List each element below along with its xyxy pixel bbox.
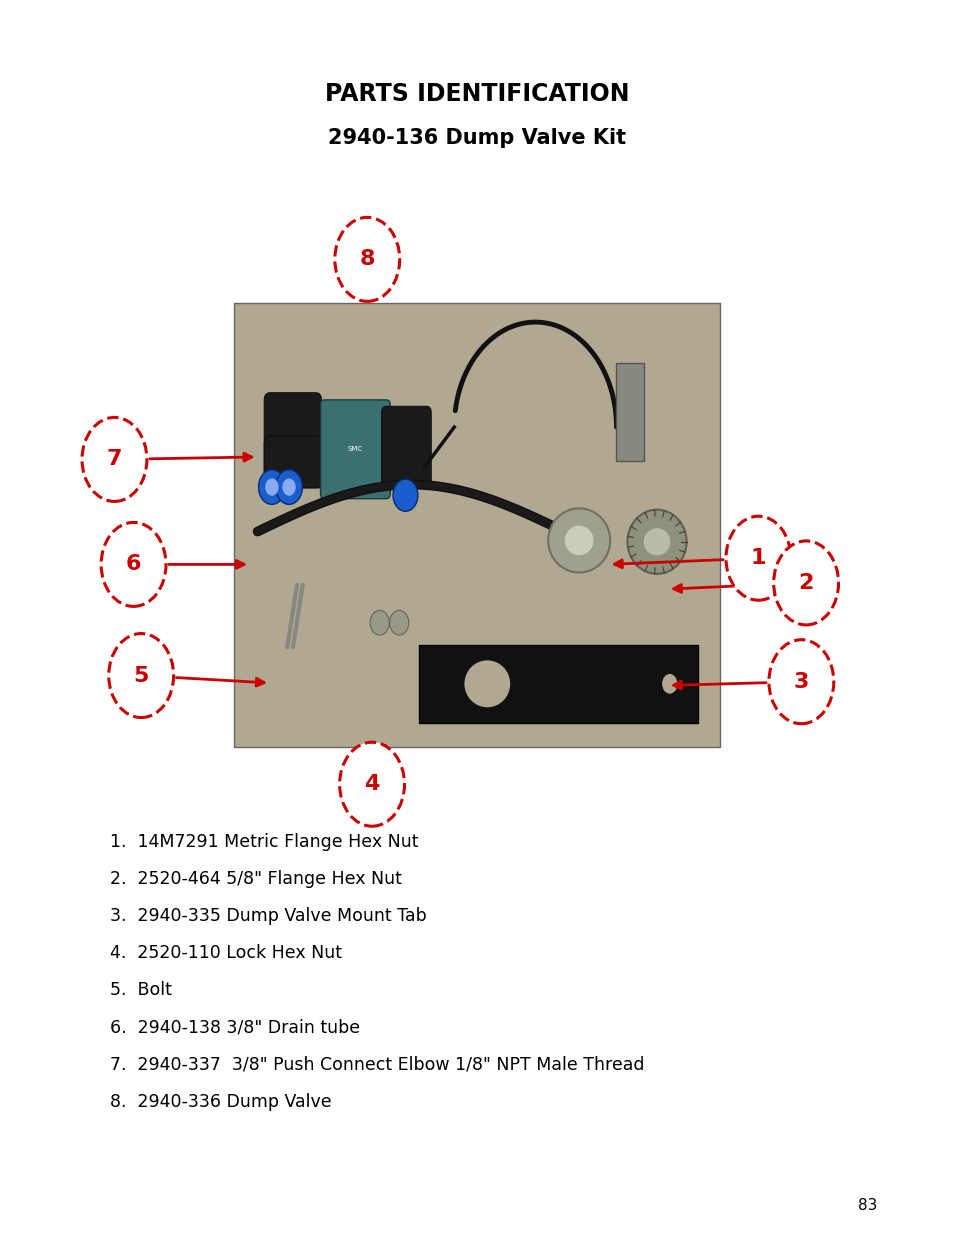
Text: PARTS IDENTIFICATION: PARTS IDENTIFICATION (324, 82, 629, 106)
Text: 2.  2520-464 5/8" Flange Hex Nut: 2. 2520-464 5/8" Flange Hex Nut (110, 871, 401, 888)
Text: 1: 1 (750, 548, 765, 568)
Circle shape (265, 478, 278, 495)
Bar (233, 303, 720, 747)
Ellipse shape (564, 526, 593, 556)
Text: 7.  2940-337  3/8" Push Connect Elbow 1/8" NPT Male Thread: 7. 2940-337 3/8" Push Connect Elbow 1/8"… (110, 1056, 643, 1073)
Circle shape (768, 640, 833, 724)
Circle shape (82, 417, 147, 501)
Circle shape (101, 522, 166, 606)
Text: 4.  2520-110 Lock Hex Nut: 4. 2520-110 Lock Hex Nut (110, 945, 341, 962)
Text: 5.  Bolt: 5. Bolt (110, 982, 172, 999)
Ellipse shape (464, 661, 510, 708)
Text: 6: 6 (126, 555, 141, 574)
Circle shape (282, 478, 295, 495)
Circle shape (393, 479, 417, 511)
Circle shape (725, 516, 790, 600)
Text: 7: 7 (107, 450, 122, 469)
Text: 4: 4 (364, 774, 379, 794)
Text: 5: 5 (133, 666, 149, 685)
Circle shape (275, 469, 302, 504)
Circle shape (109, 634, 173, 718)
Circle shape (335, 217, 399, 301)
Text: 3: 3 (793, 672, 808, 692)
Ellipse shape (643, 529, 670, 556)
Circle shape (258, 469, 285, 504)
FancyBboxPatch shape (616, 363, 643, 461)
Text: 1.  14M7291 Metric Flange Hex Nut: 1. 14M7291 Metric Flange Hex Nut (110, 834, 417, 851)
FancyBboxPatch shape (381, 406, 431, 487)
Circle shape (370, 610, 389, 635)
FancyBboxPatch shape (264, 393, 321, 488)
Text: 8: 8 (359, 249, 375, 269)
Bar (418, 645, 698, 722)
Text: 8.  2940-336 Dump Valve: 8. 2940-336 Dump Valve (110, 1093, 331, 1110)
Circle shape (773, 541, 838, 625)
Text: 2: 2 (798, 573, 813, 593)
Circle shape (339, 742, 404, 826)
Text: 83: 83 (858, 1198, 877, 1213)
FancyBboxPatch shape (320, 400, 390, 499)
Text: 3.  2940-335 Dump Valve Mount Tab: 3. 2940-335 Dump Valve Mount Tab (110, 908, 426, 925)
Ellipse shape (548, 509, 610, 573)
FancyBboxPatch shape (264, 436, 352, 488)
Text: 2940-136 Dump Valve Kit: 2940-136 Dump Valve Kit (328, 128, 625, 148)
Text: 6.  2940-138 3/8" Drain tube: 6. 2940-138 3/8" Drain tube (110, 1019, 359, 1036)
Circle shape (661, 674, 677, 694)
Text: SMC: SMC (347, 446, 362, 452)
Circle shape (389, 610, 408, 635)
Ellipse shape (627, 510, 686, 574)
